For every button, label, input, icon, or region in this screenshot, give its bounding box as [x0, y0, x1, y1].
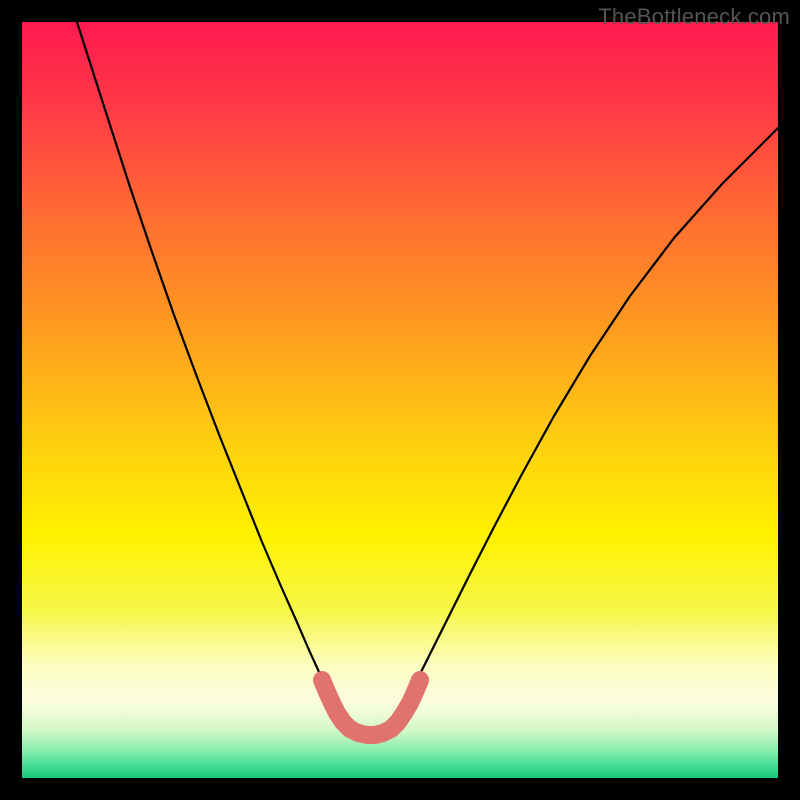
- plot-area: [22, 22, 778, 778]
- bottleneck-curve: [22, 22, 778, 778]
- watermark-text: TheBottleneck.com: [598, 4, 790, 30]
- curve-left_branch: [77, 22, 330, 697]
- bottom-arc-marker: [322, 680, 420, 735]
- curve-right_branch: [408, 128, 778, 697]
- chart-frame: TheBottleneck.com: [0, 0, 800, 800]
